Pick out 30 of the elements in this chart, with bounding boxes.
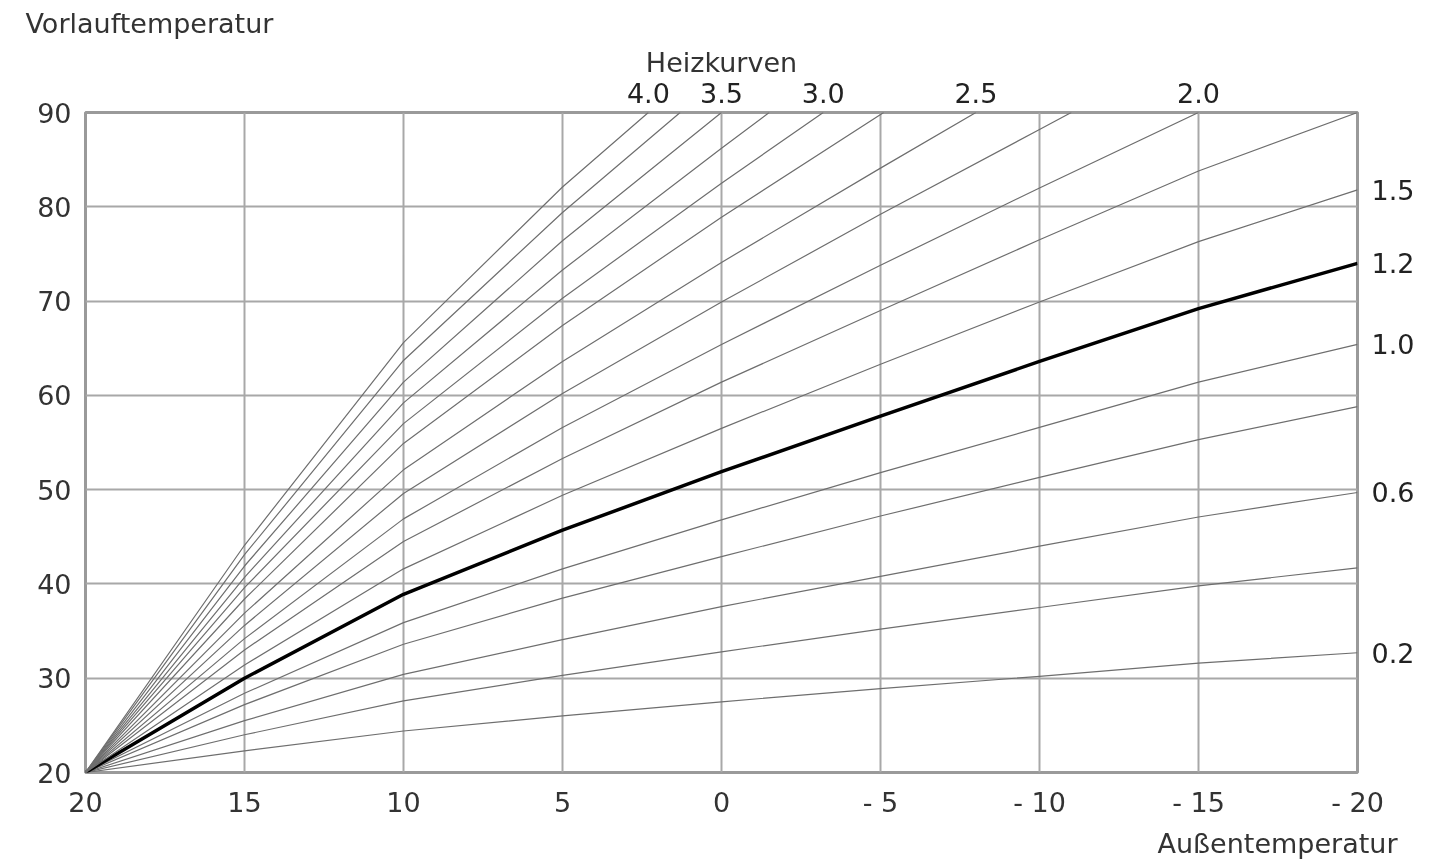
series-label: 1.5 xyxy=(1371,174,1415,206)
y-axis-title: Vorlauftemperatur xyxy=(25,7,275,39)
series-label: 0.6 xyxy=(1371,477,1415,509)
series-label: 3.0 xyxy=(801,77,845,109)
y-tick-label: 50 xyxy=(37,474,72,506)
x-tick-label: 0 xyxy=(712,786,731,818)
y-tick-label: 30 xyxy=(37,663,72,695)
x-tick-label: - 5 xyxy=(862,786,899,818)
series-label: 3.5 xyxy=(700,77,743,109)
y-tick-label: 90 xyxy=(37,97,72,129)
series-label: 4.0 xyxy=(626,77,670,109)
y-tick-label: 70 xyxy=(37,286,72,318)
y-tick-label: 20 xyxy=(37,757,72,789)
x-tick-label: - 10 xyxy=(1013,786,1066,818)
series-label: 1.2 xyxy=(1371,248,1415,280)
x-axis-title: Außentemperatur xyxy=(1157,827,1399,859)
series-label: 2.5 xyxy=(954,77,998,109)
x-tick-label: 15 xyxy=(227,786,262,818)
x-tick-label: - 20 xyxy=(1331,786,1384,818)
series-label: 0.2 xyxy=(1371,637,1415,669)
y-tick-label: 60 xyxy=(37,380,72,412)
series-label: 2.0 xyxy=(1177,77,1220,109)
y-tick-label: 80 xyxy=(37,191,72,223)
chart-title: Heizkurven xyxy=(645,46,798,78)
x-tick-label: 10 xyxy=(386,786,421,818)
y-tick-label: 40 xyxy=(37,568,72,600)
series-label: 1.0 xyxy=(1371,329,1415,361)
x-tick-label: 20 xyxy=(68,786,103,818)
x-tick-label: - 15 xyxy=(1172,786,1225,818)
x-tick-label: 5 xyxy=(553,786,572,818)
